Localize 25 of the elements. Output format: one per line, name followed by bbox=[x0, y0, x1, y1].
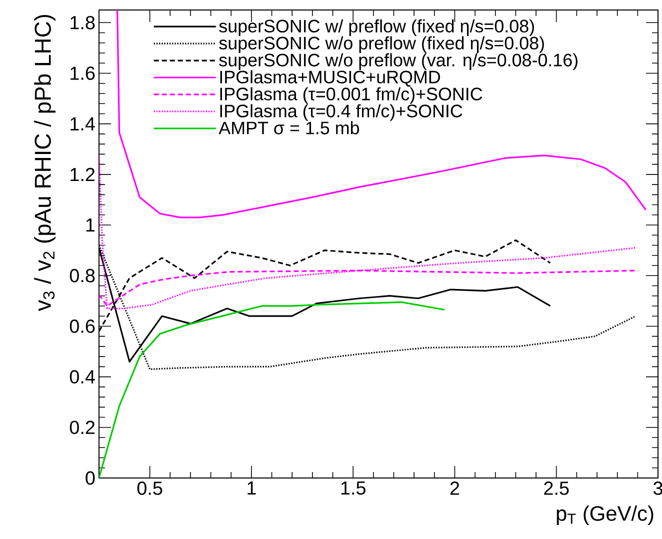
y-tick-label: 0.8 bbox=[70, 268, 95, 282]
legend-label: superSONIC w/o preflow (var. η/s=0.08-0.16) bbox=[219, 53, 578, 70]
legend-label: IPGlasma (τ=0.001 fm/c)+SONIC bbox=[220, 87, 482, 104]
y-tick-label: 1 bbox=[86, 218, 95, 232]
y-axis-title: v$_{3}$ / v$_{2}$ (pAu RHIC / pPb LHC) bbox=[34, 14, 56, 312]
y-tick-label: 0.2 bbox=[70, 420, 95, 434]
legend-label: IPGlasma+MUSIC+uRQMD bbox=[220, 70, 440, 87]
x-axis-title: p$_{T}$ (GeV/c) bbox=[556, 506, 654, 526]
y-tick-label: 0.6 bbox=[70, 320, 95, 333]
x-tick-label: 2.5 bbox=[544, 482, 569, 495]
x-tick-label: 0.5 bbox=[137, 482, 162, 495]
y-tick-label: 0 bbox=[86, 471, 95, 485]
x-tick-label: 3 bbox=[653, 482, 662, 495]
y-tick-label: 1.8 bbox=[70, 16, 95, 30]
legend-label: superSONIC w/o preflow (fixed η/s=0.08) bbox=[219, 36, 544, 54]
legend-label: superSONIC w/ preflow (fixed η/s=0.08) bbox=[219, 19, 534, 36]
legend-label: AMPT σ = 1.5 mb bbox=[218, 121, 360, 134]
x-tick-label: 2 bbox=[450, 482, 460, 495]
y-tick-label: 0.4 bbox=[70, 370, 95, 384]
x-tick-label: 1 bbox=[248, 482, 256, 495]
y-tick-label: 1.4 bbox=[70, 117, 95, 130]
y-tick-label: 1.6 bbox=[70, 66, 95, 80]
x-tick-label: 1.5 bbox=[341, 482, 366, 495]
legend-label: IPGlasma (τ=0.4 fm/c)+SONIC bbox=[220, 104, 462, 121]
y-tick-label: 1.2 bbox=[70, 168, 95, 182]
